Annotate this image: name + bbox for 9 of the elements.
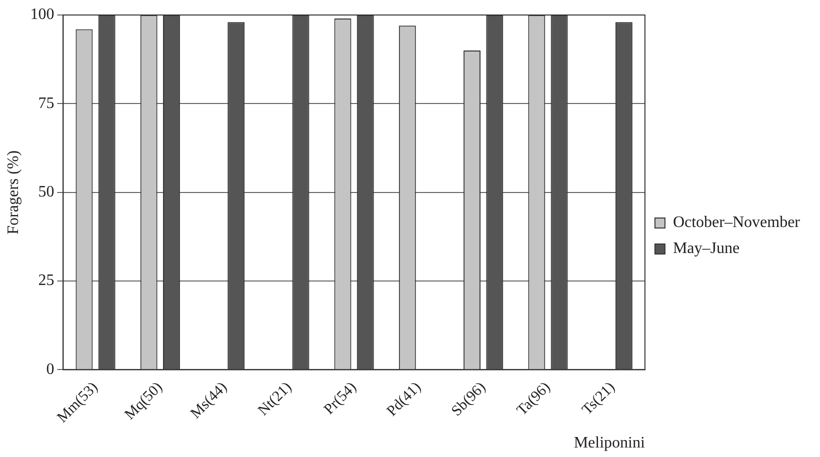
y-tick-label: 75 [38,94,54,112]
legend-label: October–November [672,214,801,232]
y-tick-label: 0 [46,360,54,378]
y-axis-title: Foragers (%) [4,150,22,234]
y-tick-label: 50 [38,184,54,201]
y-tick-label: 25 [38,272,54,290]
legend-label: May–June [672,240,740,258]
y-tick-label: 100 [30,6,54,24]
x-axis-title: Meliponini [574,434,646,452]
